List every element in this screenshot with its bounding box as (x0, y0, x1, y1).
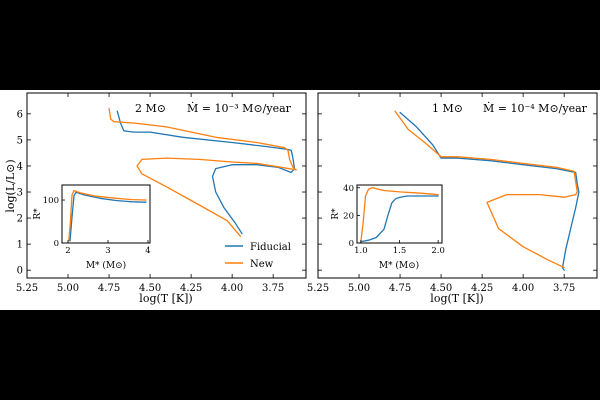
left-inset-ytick-label: 0 (54, 239, 59, 249)
right-xtick-label: 5.00 (348, 283, 370, 294)
right-axis-ticks: 5.25 5.00 4.75 4.50 4.25 4.00 3.75 (307, 93, 597, 294)
legend-label-new: New (250, 259, 274, 270)
left-inset-series-fiducial (69, 191, 147, 242)
left-xlabel: log(T [K]) (139, 292, 192, 305)
right-inset-background (357, 185, 442, 243)
left-series-fiducial (116, 110, 296, 235)
right-xtick-label: 4.00 (512, 283, 534, 294)
left-inset-ylabel: R* (33, 208, 43, 220)
right-inset-series-fiducial (360, 195, 439, 243)
left-axis-ticks: 5.25 5.00 4.75 4.50 4.25 4.00 3.75 0 1 2 3 4 5 6 (16, 93, 306, 294)
right-mass-annotation: 1 M⊙ (432, 102, 463, 115)
left-series-new (108, 107, 297, 237)
left-mass-annotation: 2 M⊙ (135, 102, 166, 115)
right-plot-frame (317, 92, 598, 279)
right-series-fiducial (399, 111, 580, 271)
left-xtick-label: 4.50 (139, 283, 161, 294)
left-inset-xtick-label: 2 (65, 246, 70, 256)
right-xtick-label: 4.25 (471, 283, 493, 294)
left-inset-ytick-label: 100 (43, 196, 59, 206)
left-xtick-label: 4.75 (98, 283, 120, 294)
right-inset-ytick-label: 0 (349, 239, 354, 249)
right-inset-xtick-label: 2.0 (431, 246, 445, 256)
right-inset-ytick-label: 40 (343, 184, 354, 194)
legend-label-fiducial: Fiducial (250, 242, 291, 253)
left-inset: 2 3 4 0 100 M* (M⊙) R* (33, 184, 151, 271)
left-inset-series-new (68, 189, 147, 242)
right-xtick-label: 4.75 (389, 283, 411, 294)
left-ytick-label: 6 (17, 109, 23, 120)
left-inset-xtick-label: 3 (105, 246, 110, 256)
left-inset-frame (61, 184, 151, 244)
right-inset: 1.0 1.5 2.0 0 20 40 M* (M⊙) R* (331, 184, 445, 271)
left-xtick-label: 5.25 (16, 283, 38, 294)
legend: Fiducial New (225, 242, 291, 270)
right-xtick-label: 5.25 (307, 283, 329, 294)
left-ytick-label: 4 (17, 161, 23, 172)
left-inset-xtick-label: 4 (145, 246, 150, 256)
left-xtick-label: 4.00 (221, 283, 243, 294)
left-ytick-label: 0 (17, 266, 23, 277)
right-xtick-label: 4.50 (430, 283, 452, 294)
left-inset-xlabel: M* (M⊙) (86, 260, 126, 271)
left-ylabel: log(L/L⊙) (4, 159, 17, 212)
right-inset-ytick-label: 20 (343, 211, 354, 221)
left-panel: 5.25 5.00 4.75 4.50 4.25 4.00 3.75 0 1 2 3 4 5 6 2 M⊙… (4, 92, 307, 305)
right-panel: 5.25 5.00 4.75 4.50 4.25 4.00 3.75 1 M⊙ Ṁ = 10… (307, 92, 598, 305)
right-inset-ylabel: R* (331, 208, 341, 220)
left-ytick-label: 1 (17, 240, 23, 251)
left-ytick-label: 2 (17, 214, 23, 225)
right-inset-xlabel: M* (M⊙) (379, 260, 419, 271)
right-series-new (394, 110, 578, 269)
right-inset-series-new (360, 187, 439, 243)
left-xtick-label: 5.00 (57, 283, 79, 294)
left-ytick-label: 3 (17, 188, 23, 199)
left-xtick-label: 4.25 (180, 283, 202, 294)
left-plot-frame (26, 92, 307, 279)
right-xlabel: log(T [K]) (430, 292, 483, 305)
left-inset-background (62, 185, 150, 243)
right-inset-xtick-label: 1.5 (393, 246, 407, 256)
right-xtick-label: 3.75 (553, 283, 575, 294)
left-ytick-label: 5 (17, 135, 23, 146)
right-mdot-annotation: Ṁ = 10⁻⁴ M⊙/year (483, 101, 588, 115)
left-xtick-label: 3.75 (262, 283, 284, 294)
right-inset-xtick-label: 1.0 (354, 246, 368, 256)
left-mdot-annotation: Ṁ = 10⁻³ M⊙/year (187, 101, 292, 115)
